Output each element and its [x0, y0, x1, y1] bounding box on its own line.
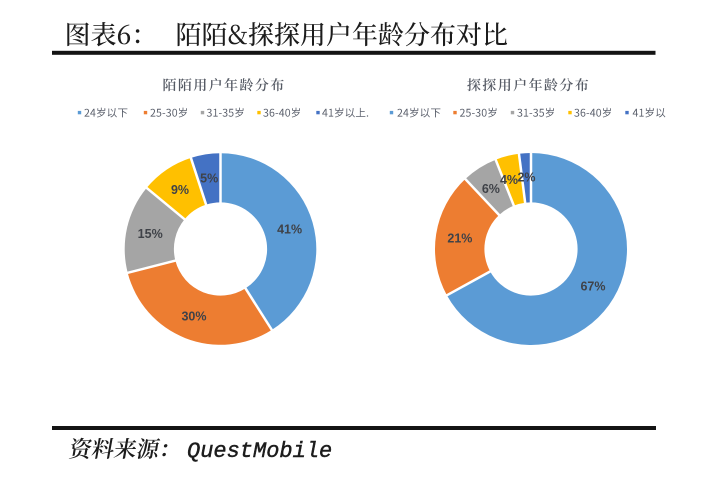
svg-text:6%: 6%	[482, 182, 500, 196]
svg-text:30%: 30%	[181, 310, 206, 324]
svg-text:15%: 15%	[138, 227, 163, 241]
svg-text:67%: 67%	[580, 279, 605, 293]
svg-text:41%: 41%	[277, 223, 302, 237]
svg-text:2%: 2%	[517, 171, 535, 185]
svg-text:QuestMobile: QuestMobile	[187, 439, 332, 464]
svg-text:5%: 5%	[200, 172, 218, 186]
svg-text:21%: 21%	[447, 231, 472, 245]
svg-text:4%: 4%	[500, 173, 518, 187]
svg-text:9%: 9%	[171, 183, 189, 197]
